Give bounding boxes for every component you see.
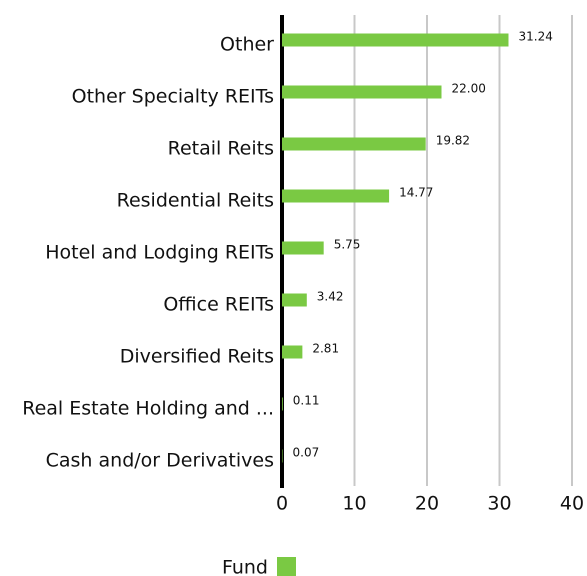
y-tick-label: Residential Reits — [117, 190, 274, 212]
bar — [282, 241, 324, 255]
y-tick-label: Office REITs — [163, 294, 274, 316]
bar — [282, 345, 303, 359]
y-tick-label: Hotel and Lodging REITs — [45, 242, 274, 264]
y-tick-label: Real Estate Holding and ... — [22, 398, 274, 420]
bar — [282, 449, 283, 463]
value-label: 3.42 — [317, 290, 344, 304]
value-label: 19.82 — [436, 134, 470, 148]
x-tick-label: 40 — [560, 493, 584, 515]
x-tick-label: 30 — [487, 493, 511, 515]
legend-swatch — [277, 557, 296, 576]
bar — [282, 85, 442, 99]
x-tick-label: 10 — [342, 493, 366, 515]
value-label: 31.24 — [518, 30, 552, 44]
x-tick-label: 0 — [276, 493, 288, 515]
y-tick-label: Other Specialty REITs — [72, 86, 274, 108]
bar — [282, 293, 307, 307]
y-tick-label: Diversified Reits — [120, 346, 274, 368]
value-label: 0.07 — [293, 446, 320, 460]
bar — [282, 397, 283, 411]
bar — [282, 189, 390, 203]
value-label: 5.75 — [334, 238, 361, 252]
bar — [282, 137, 426, 151]
y-tick-label: Cash and/or Derivatives — [46, 450, 274, 472]
y-tick-label: Other — [220, 34, 274, 56]
value-label: 22.00 — [452, 82, 486, 96]
x-tick-label: 20 — [415, 493, 439, 515]
y-tick-label: Retail Reits — [168, 138, 274, 160]
bar — [282, 33, 509, 47]
value-label: 0.11 — [293, 394, 320, 408]
legend-label: Fund — [222, 557, 268, 576]
value-label: 14.77 — [399, 186, 433, 200]
value-label: 2.81 — [312, 342, 339, 356]
